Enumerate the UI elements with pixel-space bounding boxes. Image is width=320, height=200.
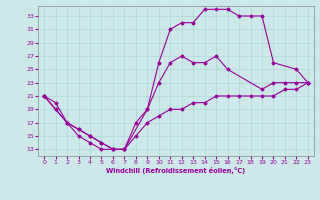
X-axis label: Windchill (Refroidissement éolien,°C): Windchill (Refroidissement éolien,°C) xyxy=(106,167,246,174)
